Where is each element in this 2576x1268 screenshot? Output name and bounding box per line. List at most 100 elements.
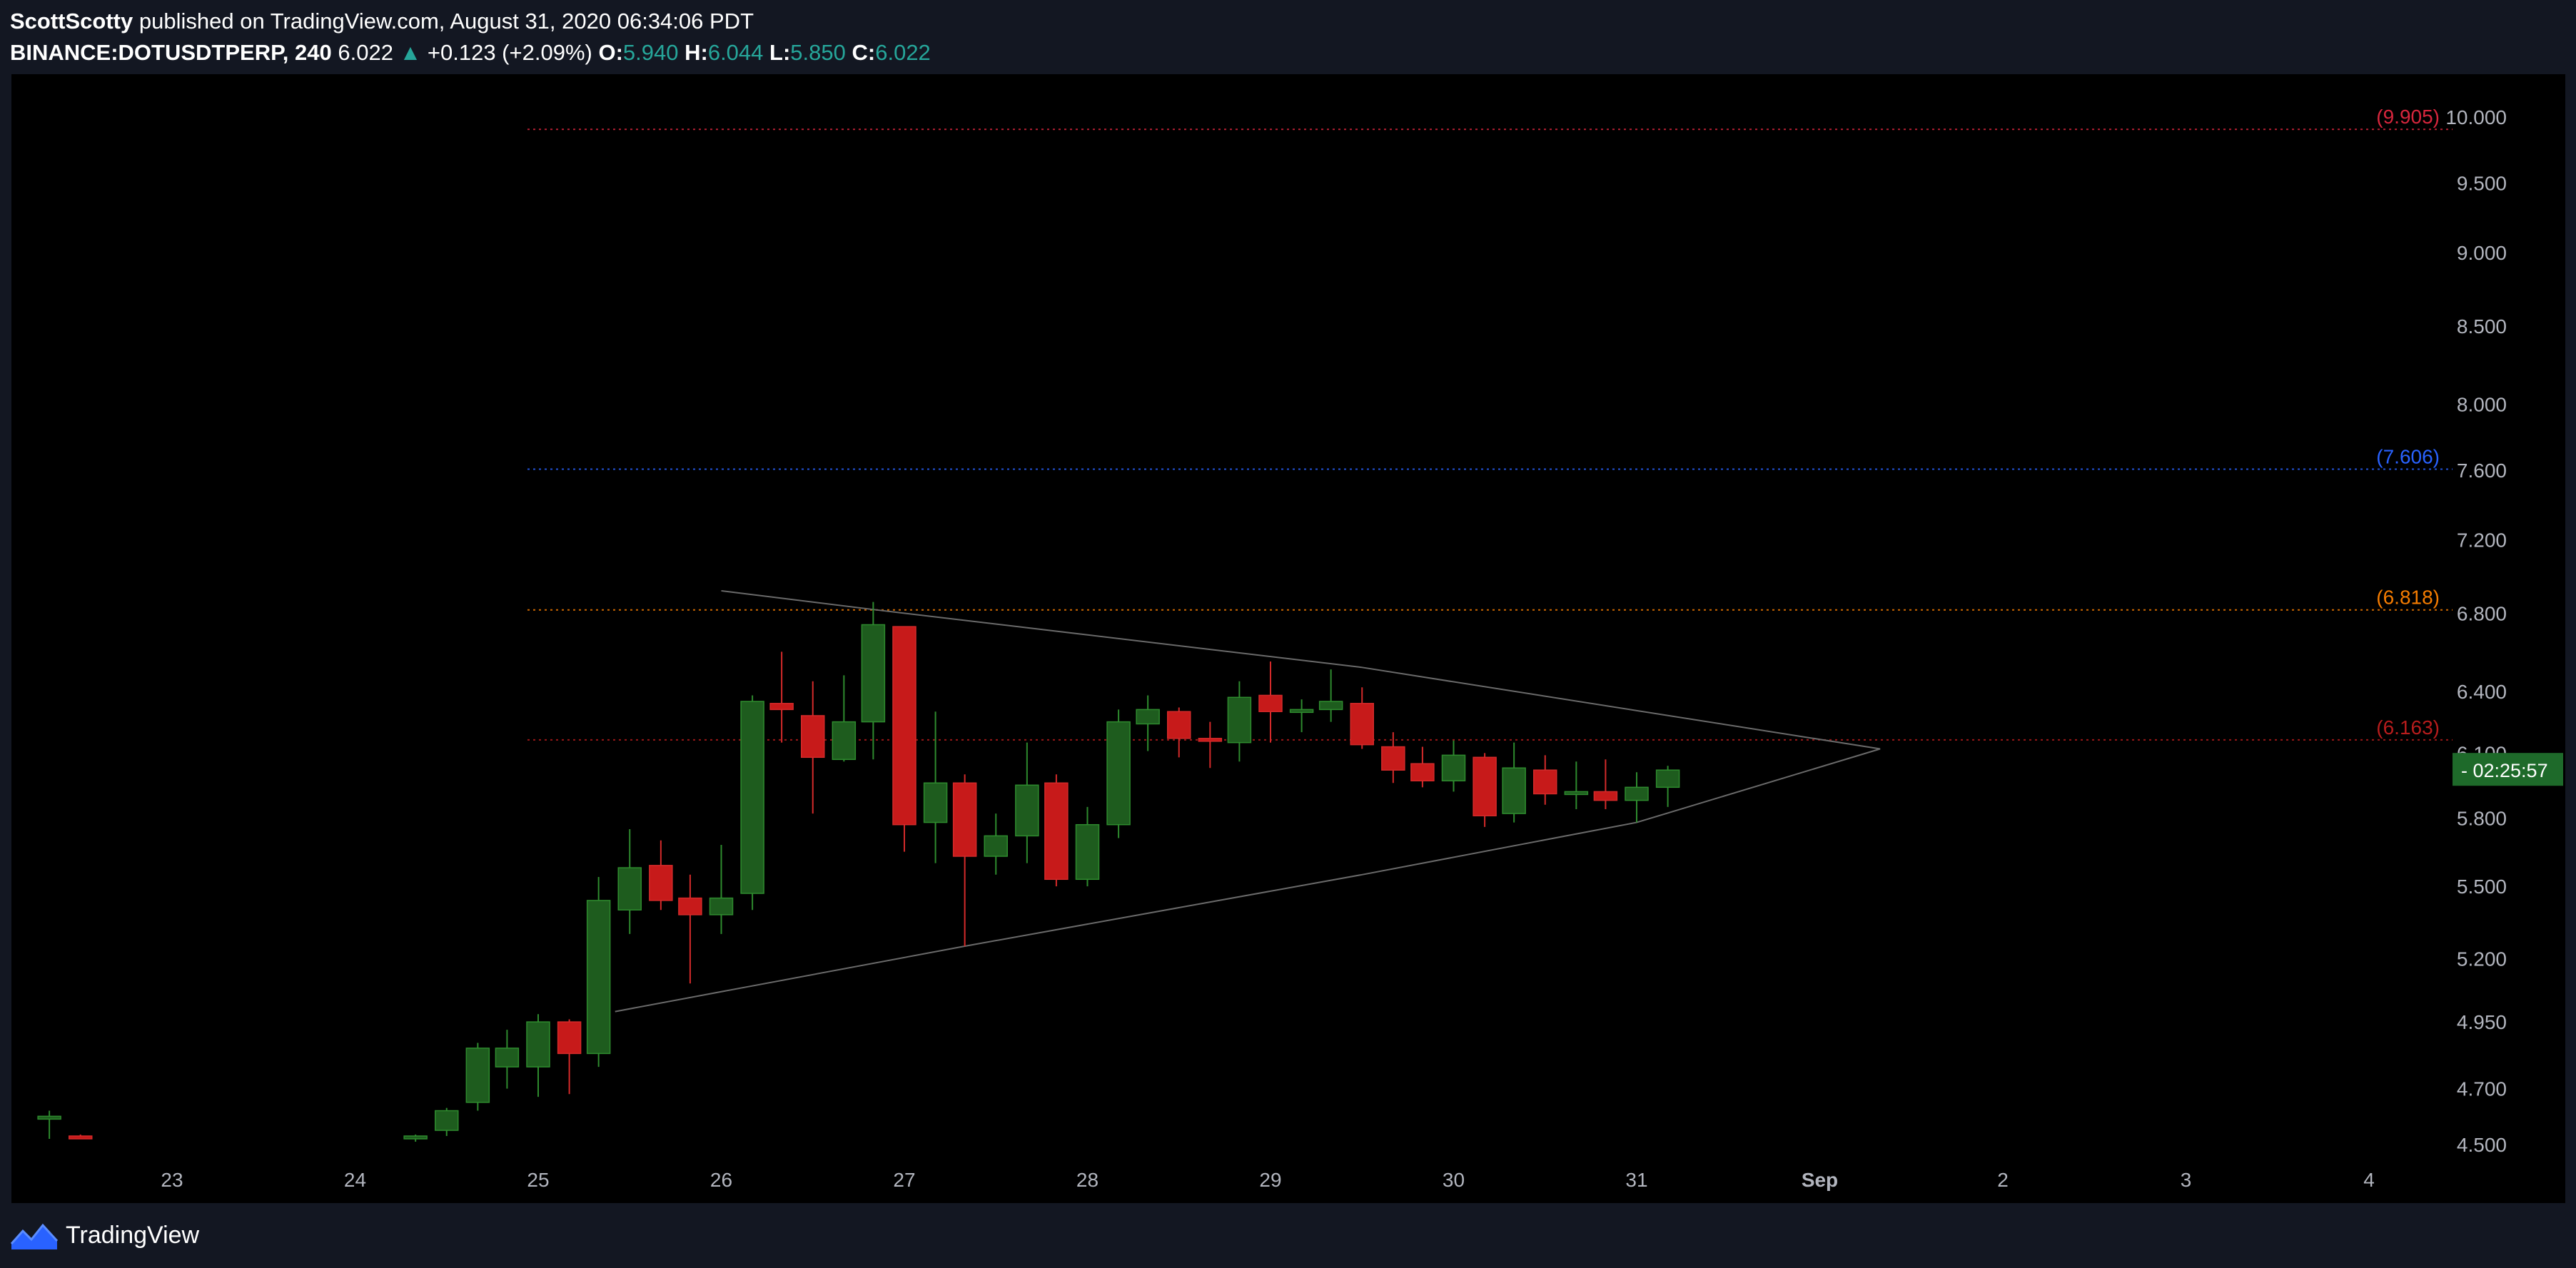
candle-body[interactable] [861,624,886,723]
candle-body[interactable] [1106,721,1131,826]
high-label: H: [685,40,708,65]
author-name[interactable]: ScottScotty [10,9,133,34]
price-countdown: - 02:25:57 [2461,760,2548,781]
x-tick-label: 27 [893,1169,915,1191]
price-chart[interactable]: (9.905) (7.606) (6.818) (6.163) 4.500 4.700 4.… [11,74,2565,1203]
candle-body[interactable] [37,1115,61,1120]
candle-body[interactable] [586,900,611,1055]
level-label: (7.606) [2376,445,2440,467]
candle-body[interactable] [1350,703,1374,746]
candle-body[interactable] [952,782,977,857]
candle-body[interactable] [892,626,916,826]
trendline[interactable] [721,589,1881,750]
candle-body[interactable] [557,1021,582,1055]
candle-body[interactable] [1289,709,1314,714]
candle-body[interactable] [1044,782,1069,881]
low-label: L: [769,40,791,65]
level-label: (6.163) [2376,716,2440,739]
y-tick-label: 5.500 [2457,876,2507,898]
candle-body[interactable] [526,1021,550,1067]
candle-body[interactable] [465,1048,490,1103]
candle-body[interactable] [1318,701,1343,711]
y-tick-label: 6.400 [2457,681,2507,703]
candle-body[interactable] [801,715,825,759]
x-tick-label: 26 [710,1169,732,1191]
footer: TradingView [10,1213,199,1257]
y-tick-label: 7.600 [2457,460,2507,482]
close-value: 6.022 [875,40,931,65]
y-tick-label: 4.700 [2457,1078,2507,1100]
y-tick-label: 5.800 [2457,807,2507,829]
x-tick-label: 4 [2363,1169,2375,1191]
candle-body[interactable] [984,835,1008,857]
candle-body[interactable] [1410,763,1435,781]
y-tick-label: 9.500 [2457,173,2507,195]
open-label: O: [598,40,623,65]
y-tick-label: 7.200 [2457,529,2507,551]
price-badge[interactable] [2453,753,2563,786]
x-tick-label: Sep [1802,1169,1838,1191]
x-tick-label: 23 [161,1169,183,1191]
candle-body[interactable] [1227,696,1252,744]
chart-header: ScottScotty published on TradingView.com… [10,6,931,69]
x-tick-label: 24 [344,1169,366,1191]
candle-body[interactable] [649,865,673,901]
trendline[interactable] [615,748,1881,1013]
candle-body[interactable] [617,867,642,911]
brand-name[interactable]: TradingView [66,1221,200,1249]
y-tick-label: 8.500 [2457,315,2507,338]
candle-body[interactable] [1593,791,1618,801]
x-tick-label: 31 [1625,1169,1647,1191]
candle-body[interactable] [1075,823,1100,881]
ohlc-legend: BINANCE:DOTUSDTPERP, 240 6.022 ▲ +0.123 … [10,37,931,69]
candle-body[interactable] [1198,738,1223,742]
x-tick-label: 3 [2181,1169,2192,1191]
candle-body[interactable] [678,897,702,916]
y-tick-label: 9.000 [2457,242,2507,264]
x-tick-label: 2 [1997,1169,2009,1191]
x-tick-label: 25 [527,1169,549,1191]
candle-body[interactable] [1258,694,1283,712]
candle-body[interactable] [1441,754,1466,781]
high-value: 6.044 [707,40,764,65]
last-price: 6.022 [338,40,393,65]
candle-body[interactable] [769,703,794,711]
candle-body[interactable] [1167,711,1191,739]
y-tick-label: 10.000 [2445,106,2507,128]
tradingview-logo-icon[interactable] [10,1219,59,1251]
close-label: C: [852,40,876,65]
candle-body[interactable] [1625,786,1649,801]
candle-body[interactable] [403,1135,428,1140]
y-tick-label: 6.800 [2457,602,2507,624]
candle-body[interactable] [69,1135,93,1140]
price-change: +0.123 (+2.09%) [427,40,592,65]
low-value: 5.850 [790,40,846,65]
candle-body[interactable] [923,782,948,823]
publish-line: ScottScotty published on TradingView.com… [10,6,931,37]
publish-info: published on TradingView.com, August 31,… [138,9,754,34]
candle-body[interactable] [495,1048,520,1067]
x-tick-label: 28 [1076,1169,1098,1191]
x-tick-label: 30 [1443,1169,1465,1191]
y-tick-label: 5.200 [2457,948,2507,970]
level-label: (6.818) [2376,587,2440,609]
open-value: 5.940 [622,40,679,65]
chart-panel[interactable]: (9.905) (7.606) (6.818) (6.163) 4.500 4.700 4.… [11,74,2565,1203]
candle-body[interactable] [740,701,764,894]
y-tick-label: 4.500 [2457,1134,2507,1156]
candle-body[interactable] [1502,767,1526,814]
candle-body[interactable] [1473,756,1497,816]
candle-body[interactable] [1015,784,1039,837]
x-tick-label: 29 [1259,1169,1281,1191]
candle-body[interactable] [1136,709,1160,725]
candle-body[interactable] [1655,769,1680,788]
candle-body[interactable] [435,1110,459,1131]
symbol-label[interactable]: BINANCE:DOTUSDTPERP, 240 [10,40,332,65]
y-tick-label: 4.950 [2457,1011,2507,1033]
candle-body[interactable] [709,897,734,916]
y-tick-label: 8.000 [2457,393,2507,415]
candle-body[interactable] [832,721,857,761]
candle-body[interactable] [1564,791,1589,796]
candle-body[interactable] [1533,769,1557,795]
candle-body[interactable] [1381,746,1405,771]
